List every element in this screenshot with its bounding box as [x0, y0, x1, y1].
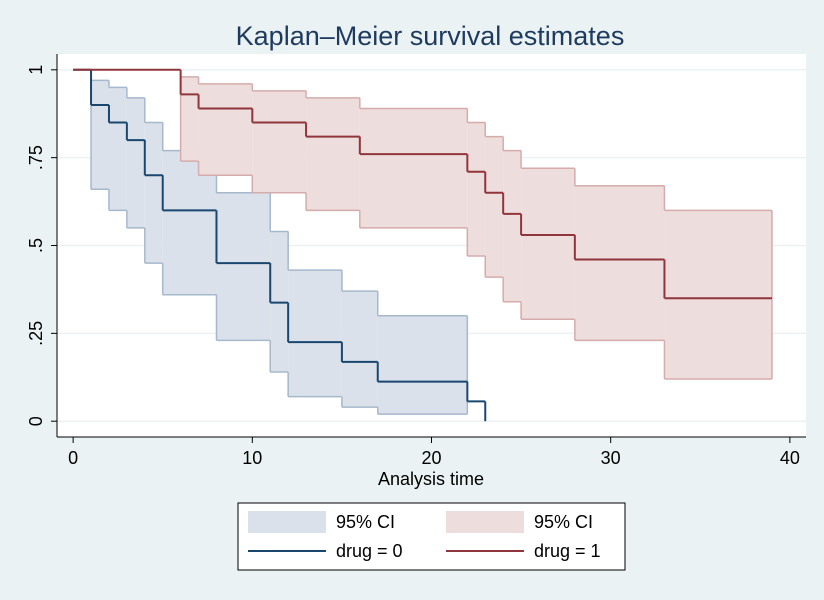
- y-tick-label: .25: [26, 321, 46, 346]
- y-tick-label: 1: [26, 65, 46, 75]
- ci-band: [288, 270, 342, 397]
- ci-band: [198, 83, 253, 176]
- y-tick-label: .5: [26, 238, 46, 253]
- ci-band: [359, 108, 468, 228]
- legend-ci-label: 95% CI: [336, 512, 395, 532]
- chart-title: Kaplan–Meier survival estimates: [236, 21, 625, 51]
- legend-ci-swatch: [248, 511, 326, 533]
- ci-band: [341, 291, 378, 408]
- ci-band: [252, 90, 307, 193]
- ci-band: [485, 136, 504, 278]
- ci-band: [108, 87, 127, 211]
- x-tick-label: 0: [68, 448, 78, 468]
- x-tick-label: 20: [421, 448, 441, 468]
- ci-band: [503, 150, 522, 302]
- y-tick-label: .75: [26, 145, 46, 170]
- ci-band: [126, 97, 145, 228]
- ci-band: [664, 210, 772, 380]
- x-tick-label: 40: [780, 448, 800, 468]
- legend-label: drug = 1: [534, 541, 601, 561]
- y-tick-label: 0: [26, 416, 46, 426]
- ci-band: [216, 192, 271, 341]
- legend-label: drug = 0: [336, 541, 403, 561]
- ci-band: [306, 97, 360, 211]
- ci-band: [574, 185, 665, 341]
- legend-ci-swatch: [446, 511, 524, 533]
- legend-ci-label: 95% CI: [534, 512, 593, 532]
- ci-band: [180, 76, 199, 162]
- ci-band: [377, 315, 468, 415]
- x-tick-label: 30: [601, 448, 621, 468]
- x-axis-label: Analysis time: [378, 469, 484, 489]
- ci-band: [144, 122, 163, 264]
- ci-band: [521, 168, 575, 320]
- ci-band: [91, 80, 109, 190]
- ci-band: [467, 122, 486, 257]
- x-tick-label: 10: [242, 448, 262, 468]
